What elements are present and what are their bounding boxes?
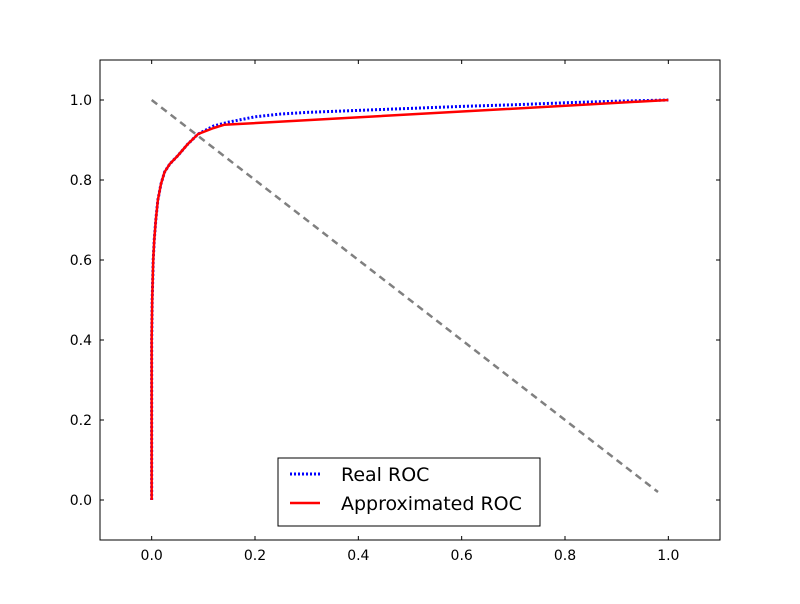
x-tick-label: 0.8 — [554, 548, 576, 564]
x-tick-label: 0.6 — [451, 548, 473, 564]
series-line-2 — [150, 99, 659, 493]
series-layer — [150, 98, 669, 500]
x-tick-label: 0.2 — [244, 548, 266, 564]
y-tick-label: 1.0 — [70, 93, 92, 109]
y-tick-label: 0.8 — [70, 173, 92, 189]
series-line-1 — [150, 98, 669, 500]
x-tick-label: 0.4 — [347, 548, 369, 564]
legend-label: Real ROC — [341, 464, 429, 486]
y-tick-label: 0.0 — [70, 493, 92, 509]
x-tick-label: 0.0 — [141, 548, 163, 564]
legend-box — [277, 457, 541, 527]
y-tick-label: 0.4 — [70, 333, 92, 349]
axes-frame — [99, 59, 721, 541]
legend: Real ROC Approximated ROC — [277, 457, 541, 527]
y-tick-label: 0.6 — [70, 253, 92, 269]
y-tick-label: 0.2 — [70, 413, 92, 429]
ticks-layer: 0.0 0.2 0.4 0.6 0.8 1.0 0.0 0.2 0.4 0.6 0.8 1.0 — [70, 60, 720, 564]
x-tick-label: 1.0 — [657, 548, 679, 564]
legend-label: Approximated ROC — [341, 493, 522, 515]
